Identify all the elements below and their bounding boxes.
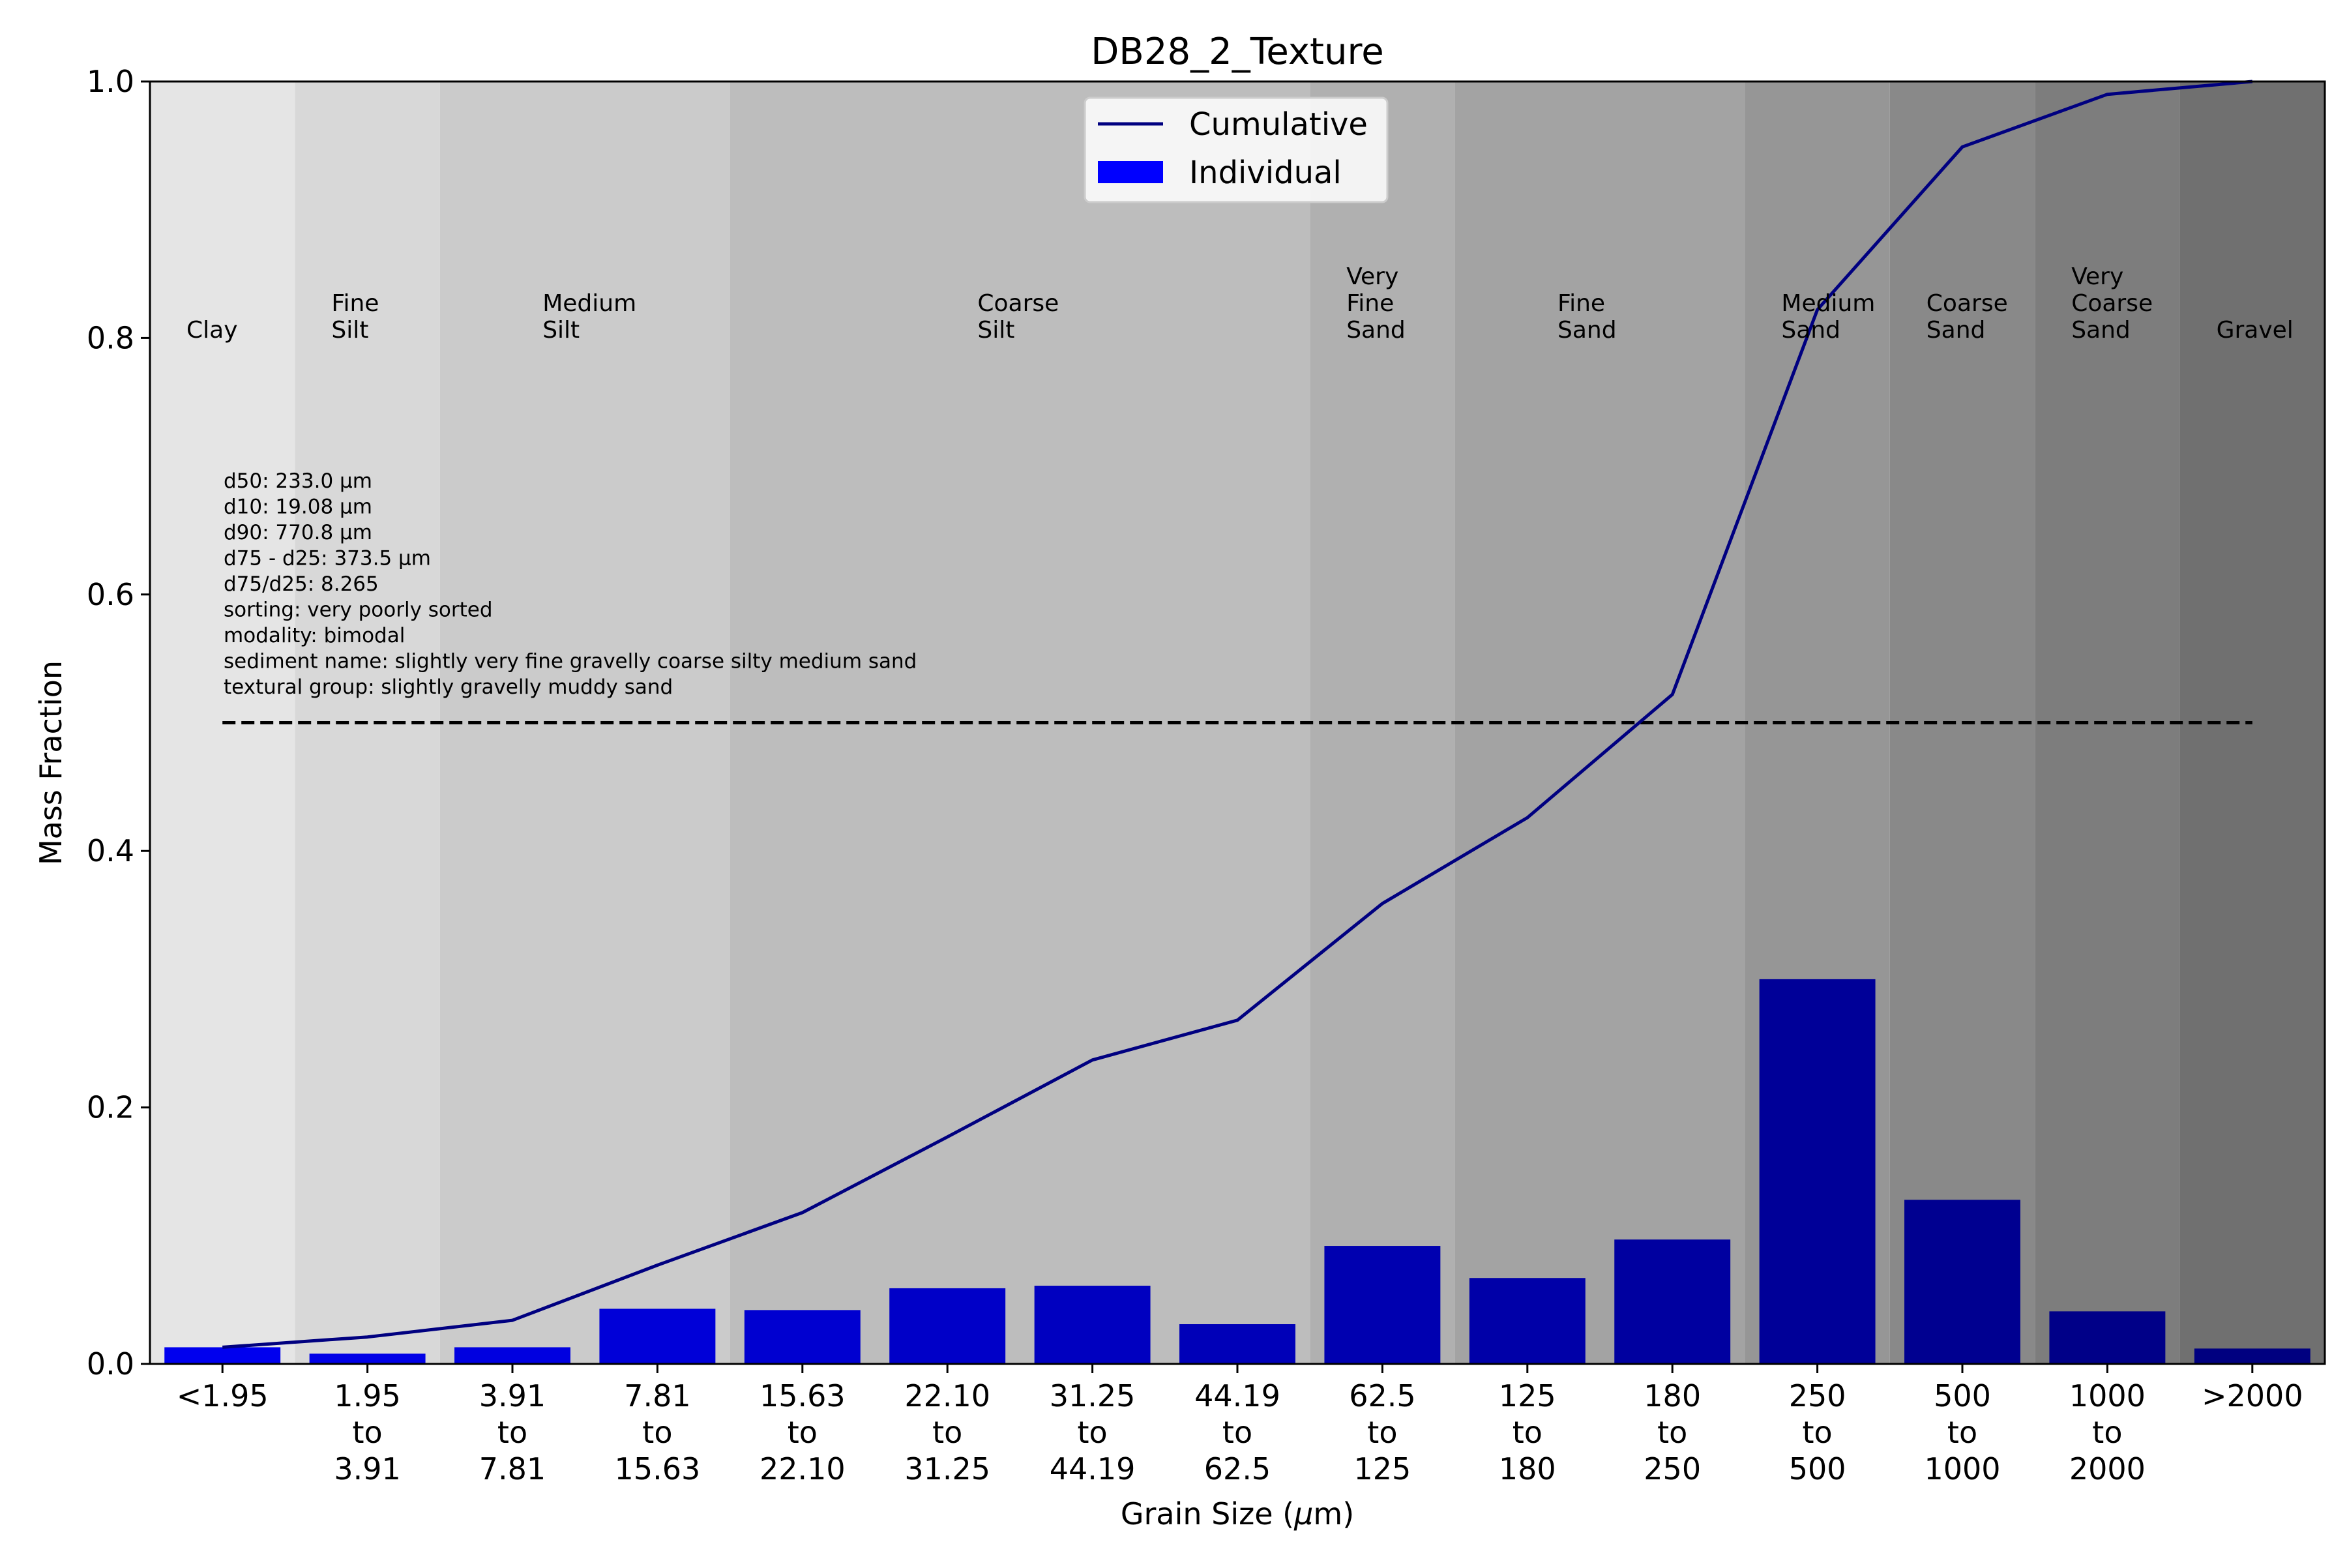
bar	[1179, 1324, 1295, 1364]
x-tick-label: 62.5 to 125	[1349, 1378, 1415, 1487]
y-tick-label: 0.4	[87, 833, 134, 868]
x-tick-label: 500 to 1000	[1924, 1378, 2000, 1487]
y-tick-label: 1.0	[87, 64, 134, 99]
bar	[454, 1347, 570, 1364]
legend-swatch-patch	[1098, 161, 1163, 183]
bar	[889, 1288, 1006, 1364]
size-class-label: Fine Silt	[331, 290, 379, 344]
bar	[2194, 1348, 2310, 1364]
bar-series	[164, 979, 2310, 1364]
statistics-block: d50: 233.0 μm d10: 19.08 μm d90: 770.8 μm d…	[224, 469, 917, 699]
x-tick-label: 44.19 to 62.5	[1194, 1378, 1280, 1487]
bar	[2049, 1311, 2166, 1364]
size-class-label: Gravel	[2217, 317, 2294, 344]
statistics-text: d50: 233.0 μm d10: 19.08 μm d90: 770.8 μm d…	[224, 469, 917, 699]
size-class-label: Coarse Silt	[977, 290, 1059, 344]
size-class-band	[1454, 81, 1745, 1364]
cumulative-series	[222, 80, 2253, 1349]
bar	[309, 1354, 426, 1364]
bar	[164, 1347, 281, 1364]
x-tick-label: 125 to 180	[1499, 1378, 1556, 1487]
x-tick-label: 250 to 500	[1789, 1378, 1846, 1487]
size-class-label: Very Coarse Sand	[2071, 263, 2153, 344]
bar	[1904, 1200, 2020, 1364]
x-tick-label: 31.25 to 44.19	[1050, 1378, 1136, 1487]
x-tick-label: 22.10 to 31.25	[904, 1378, 990, 1487]
x-tick-label: >2000	[2202, 1378, 2303, 1413]
size-class-label: Clay	[186, 317, 238, 344]
size-class-label: Medium Sand	[1781, 290, 1875, 344]
legend-label: Individual	[1189, 155, 1342, 191]
y-tick-label: 0.2	[87, 1090, 134, 1125]
x-tick-label: 3.91 to 7.81	[479, 1378, 546, 1487]
bar	[1614, 1239, 1731, 1364]
bar	[744, 1310, 861, 1364]
size-class-label: Coarse Sand	[1926, 290, 2008, 344]
x-tick-label: <1.95	[177, 1378, 269, 1413]
axes: 0.0 0.2 0.4 0.6 0.8 1.0 <1.95 1.95 to 3.91 3.91 to 7…	[87, 64, 2326, 1487]
bar	[1469, 1278, 1586, 1364]
bar	[1324, 1246, 1441, 1364]
x-tick-label: 15.63 to 22.10	[760, 1378, 846, 1487]
legend-label: Cumulative	[1189, 106, 1368, 143]
bar	[599, 1309, 716, 1364]
x-tick-label: 1.95 to 3.91	[334, 1378, 400, 1487]
x-axis-title: Grain Size (μm)	[1121, 1496, 1354, 1531]
y-tick-label: 0.8	[87, 320, 134, 355]
size-class-label: Medium Silt	[542, 290, 636, 344]
chart-title: DB28_2_Texture	[1091, 31, 1383, 73]
y-tick-label: 0.6	[87, 577, 134, 612]
size-class-label: Fine Sand	[1557, 290, 1617, 344]
x-tick-label: 7.81 to 15.63	[615, 1378, 701, 1487]
cumulative-line	[222, 80, 2253, 1349]
x-tick-label: 1000 to 2000	[2069, 1378, 2146, 1487]
size-class-label: Very Fine Sand	[1346, 263, 1406, 344]
y-tick-label: 0.0	[87, 1346, 134, 1382]
legend: Cumulative Individual	[1084, 96, 1389, 203]
x-tick-label: 180 to 250	[1644, 1378, 1701, 1487]
bar	[1759, 979, 1876, 1364]
bar	[1034, 1286, 1151, 1364]
size-class-labels: Clay Fine Silt Medium Silt Coarse Silt Very Fine…	[186, 263, 2294, 344]
y-axis-title: Mass Fraction	[33, 660, 68, 865]
